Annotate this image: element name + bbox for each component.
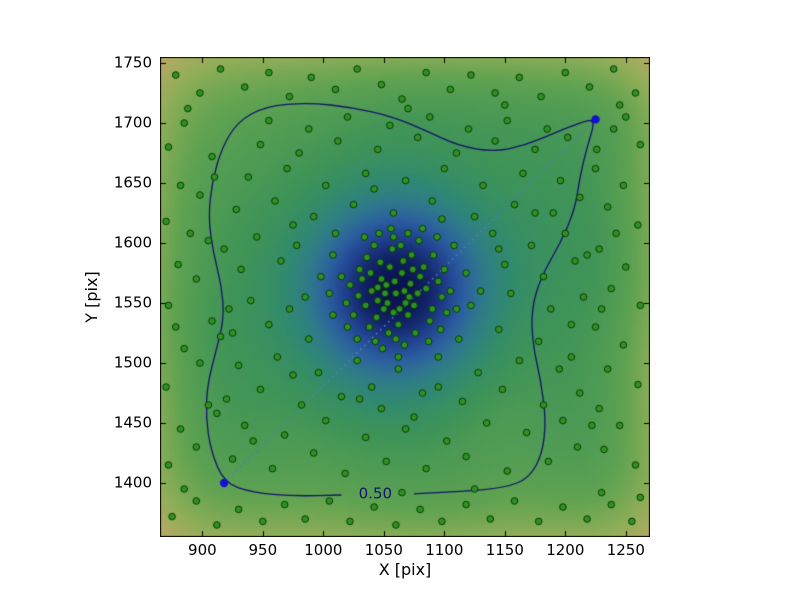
y-tick-label: 1650 (113, 173, 152, 192)
x-tick-label: 1200 (546, 541, 585, 559)
density-scatter-plot (160, 57, 650, 537)
x-tick-label: 1050 (364, 541, 403, 559)
x-tick-label: 900 (188, 541, 217, 559)
y-axis-label: Y [pix] (82, 271, 101, 323)
y-tick-label: 1500 (113, 353, 152, 372)
x-tick-label: 1250 (606, 541, 645, 559)
x-axis-label: X [pix] (378, 560, 432, 579)
y-tick-label: 1400 (113, 473, 152, 492)
y-tick-label: 1550 (113, 293, 152, 312)
x-tick-label: 1150 (485, 541, 524, 559)
x-tick-label: 1000 (304, 541, 343, 559)
y-tick-label: 1700 (113, 113, 152, 132)
contour-level-label: 0.50 (358, 484, 393, 503)
x-tick-label: 950 (248, 541, 278, 559)
x-tick-label: 1100 (425, 541, 464, 559)
y-tick-label: 1450 (113, 413, 152, 432)
y-tick-label: 1750 (113, 53, 152, 72)
y-tick-label: 1600 (113, 233, 152, 252)
